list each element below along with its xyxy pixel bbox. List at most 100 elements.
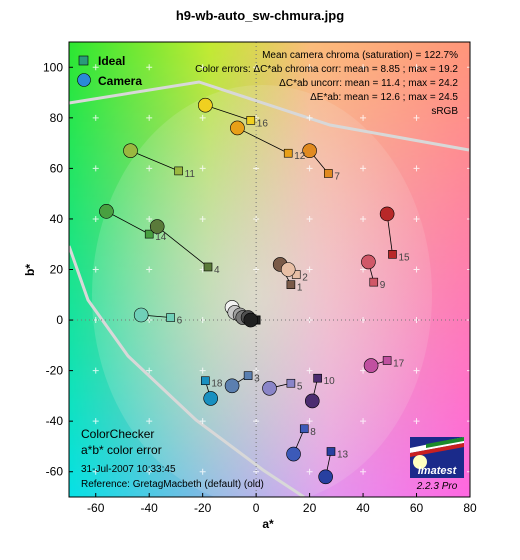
grid-marker [199,114,206,121]
patch-label-2: 2 [302,273,308,284]
patch-label-10: 10 [324,376,336,387]
camera-marker-15 [379,206,395,222]
grid-marker [413,367,420,374]
x-tick-label: -20 [194,501,212,515]
ideal-marker-13 [326,447,336,456]
ideal-marker-4 [203,262,213,272]
x-tick-label: 80 [463,501,477,515]
grid-marker [467,468,470,475]
grid-marker [467,64,470,71]
patch-label-6: 6 [177,316,183,327]
patch-label-5: 5 [297,381,303,392]
grid-marker [199,215,206,222]
y-axis-ticks: -60 -40 -20 0 20 40 60 80 100 [43,60,73,479]
camera-marker-10 [304,393,320,409]
grid-marker [146,266,153,273]
x-tick-label: -60 [87,501,105,515]
camera-marker-18 [203,391,218,406]
camera-marker-17 [363,358,379,373]
x-tick-label: 60 [410,501,424,515]
grid-marker [253,418,260,425]
camera-marker-2 [280,262,296,277]
patch-label-16: 16 [257,118,269,129]
grid-marker [306,266,313,273]
ideal-marker-17 [382,356,392,365]
grid-marker [360,114,367,121]
camera-marker-6 [133,307,149,323]
patch-label-3: 3 [254,374,260,385]
patch-label-13: 13 [337,450,349,461]
grid-marker [92,215,99,222]
ideal-marker-15 [388,250,397,259]
x-axis-label: a* [262,517,274,531]
plot-background-center [92,85,432,497]
y-tick-label: -20 [46,364,64,378]
grid-marker [199,367,206,374]
ideal-marker-6 [166,313,175,322]
grid-marker [146,64,153,71]
grid-marker [146,367,153,374]
error-line-4 [156,226,209,268]
error-line-16 [205,104,251,121]
grid-marker [92,367,99,374]
grid-marker [413,215,420,222]
gamut-boundary-top [69,80,470,152]
y-tick-label: 40 [50,212,64,226]
stats-line-4: ΔE*ab: mean = 12.6 ; max = 24.5 [310,92,458,103]
ideal-marker-12 [283,148,293,158]
y-axis-label: b* [23,264,37,276]
grid-marker [306,367,313,374]
grid-marker [306,468,313,475]
stats-block: Mean camera chroma (saturation) = 122.7%… [195,50,458,117]
grid-marker [253,266,260,273]
y-tick-label: -60 [46,465,64,479]
stats-line-3: ΔC*ab uncorr: mean = 11.4 ; max = 24.2 [279,78,458,89]
camera-marker-3 [224,378,240,394]
grid-marker [467,114,470,121]
stats-line-5: sRGB [431,106,458,117]
grid-marker [413,266,420,273]
legend-camera-label: Camera [98,74,142,88]
ideal-marker-18 [201,376,210,386]
note-colorchecker: ColorChecker [81,427,154,441]
note-color-error: a*b* color error [81,443,162,457]
grid-marker [467,215,470,222]
camera-marker-8 [286,446,301,462]
grid-marker [92,165,99,172]
patch-label-14: 14 [155,232,167,243]
grid-marker [306,215,313,222]
x-tick-label: 40 [356,501,370,515]
grid-marker [306,418,313,425]
grid-marker [360,468,367,475]
ideal-marker-9 [369,277,379,287]
ideal-marker-5 [286,378,296,388]
chart-notes: ColorChecker a*b* color error 31-Jul-200… [81,427,264,490]
error-line-11 [130,150,179,172]
y-tick-label: 0 [56,313,63,327]
patch-label-15: 15 [398,252,410,263]
grid-marker [146,165,153,172]
stats-line-1: Mean camera chroma (saturation) = 122.7% [262,50,458,61]
grid-marker [146,114,153,121]
grid-marker [199,418,206,425]
patch-label-11: 11 [185,169,196,180]
patch-label-7: 7 [334,171,340,182]
x-tick-label: 20 [303,501,317,515]
camera-marker-14 [99,204,114,219]
y-tick-label: -40 [46,414,64,428]
y-tick-label: 100 [43,60,63,74]
gamut-boundary-bottom [69,245,305,497]
grid-marker [360,215,367,222]
grid-marker [199,468,206,475]
stats-line-2: Color errors: ΔC*ab chroma corr: mean = … [195,64,458,75]
legend-ideal-marker [78,55,89,66]
grid-marker [360,367,367,374]
camera-marker-13 [318,469,333,485]
camera-marker-24 [243,312,259,328]
grid-marker [413,165,420,172]
grid-marker [413,64,420,71]
note-reference: Reference: GretagMacbeth (default) (old) [81,479,264,490]
